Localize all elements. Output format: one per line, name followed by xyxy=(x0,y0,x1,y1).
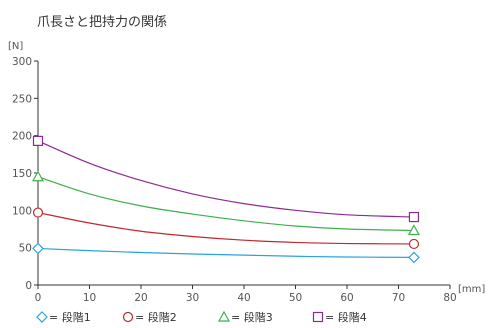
x-tick-label: 80 xyxy=(443,292,456,304)
y-tick-label: 200 xyxy=(12,131,32,143)
y-tick-label: 100 xyxy=(12,205,32,217)
legend-label: = 段階3 xyxy=(231,310,273,324)
legend-prefix: = xyxy=(49,311,62,324)
x-tick-label: 20 xyxy=(134,292,147,304)
x-axis-unit: [mm] xyxy=(458,284,485,295)
legend-name: 段階2 xyxy=(148,310,177,324)
series-line xyxy=(37,140,414,218)
data-point-end xyxy=(408,211,420,223)
chart-title: 爪長さと把持力の関係 xyxy=(37,15,167,30)
data-point-end xyxy=(408,251,420,264)
series-1 xyxy=(32,242,420,264)
series-layer xyxy=(31,135,420,264)
legend-prefix: = xyxy=(231,311,244,324)
data-point-start xyxy=(32,242,44,255)
legend-item-3: = 段階3 xyxy=(217,310,273,324)
legend-marker xyxy=(36,311,48,323)
series-3 xyxy=(31,170,420,236)
x-tick-label: 40 xyxy=(237,292,250,304)
x-tick-label: 30 xyxy=(186,292,199,304)
legend-label: = 段階1 xyxy=(49,310,91,324)
series-line xyxy=(37,247,414,258)
legend-label: = 段階4 xyxy=(325,310,367,324)
data-point-start xyxy=(31,170,45,182)
legend-item-1: = 段階1 xyxy=(36,310,91,324)
x-tick-label: 0 xyxy=(35,292,42,304)
data-point-end xyxy=(407,224,420,236)
x-tick-label: 10 xyxy=(83,292,96,304)
legend-marker xyxy=(217,310,231,322)
legend: = 段階1 = 段階2 = 段階3 = 段階4 xyxy=(36,310,367,324)
legend-marker xyxy=(122,311,134,323)
legend-marker xyxy=(312,311,324,323)
x-tick-label: 70 xyxy=(392,292,405,304)
x-tick-label: 50 xyxy=(289,292,302,304)
series-2 xyxy=(32,207,420,250)
legend-name: 段階4 xyxy=(338,310,367,324)
y-tick-label: 0 xyxy=(25,280,32,292)
y-tick-label: 150 xyxy=(12,168,32,180)
series-line xyxy=(37,211,414,245)
y-tick-label: 300 xyxy=(12,56,32,68)
axes: 0 50 100 150 200 250 300 0 10 20 30 40 50 60 70 80 xyxy=(12,56,457,304)
legend-name: 段階1 xyxy=(62,310,91,324)
data-point-end xyxy=(408,238,420,250)
legend-item-4: = 段階4 xyxy=(312,310,367,324)
y-tick-label: 50 xyxy=(19,243,32,255)
series-4 xyxy=(32,135,420,223)
data-point-start xyxy=(32,135,44,146)
legend-prefix: = xyxy=(135,311,148,324)
legend-label: = 段階2 xyxy=(135,310,177,324)
y-axis-unit: [N] xyxy=(8,41,23,52)
series-line xyxy=(37,176,414,232)
legend-prefix: = xyxy=(325,311,338,324)
x-tick-label: 60 xyxy=(340,292,353,304)
y-tick-label: 250 xyxy=(12,93,32,105)
legend-item-2: = 段階2 xyxy=(122,310,177,324)
data-point-start xyxy=(32,207,44,218)
legend-name: 段階3 xyxy=(244,310,273,324)
